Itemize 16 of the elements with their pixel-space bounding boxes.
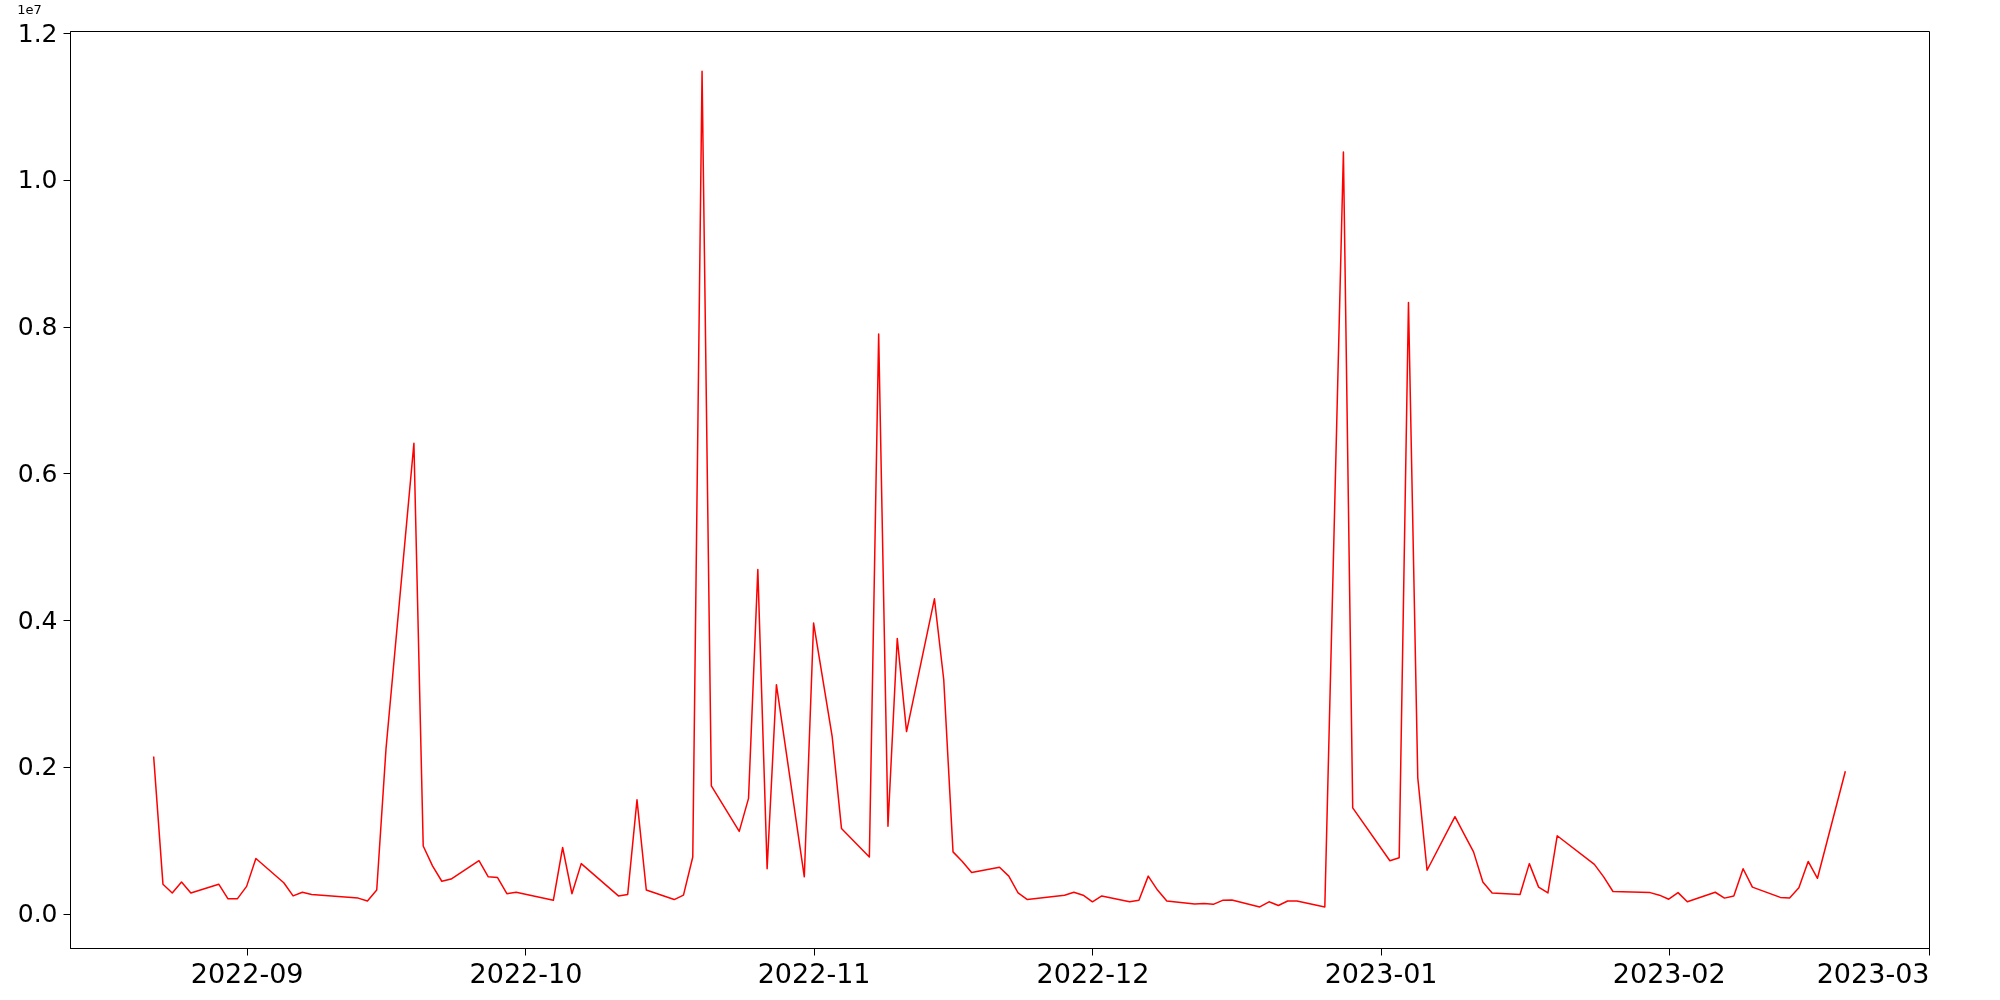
x-tick-label: 2023-03	[1816, 957, 1930, 989]
line-series	[152, 70, 1847, 908]
x-tick-label: 2022-10	[469, 957, 583, 989]
text: 1e7	[17, 2, 42, 18]
x-tick-label: 2023-02	[1612, 957, 1726, 989]
x-tick-label: 2022-09	[190, 957, 304, 989]
y-tick-label: 0.6	[17, 458, 58, 488]
y-tick-label: 0.0	[17, 899, 58, 929]
x-tick-label: 2023-01	[1324, 957, 1438, 989]
y-tick-label: 0.2	[17, 752, 58, 782]
y-tick-label: 1.2	[17, 18, 58, 48]
y-tick-label: 0.4	[17, 605, 58, 635]
x-tick-label: 2022-11	[757, 957, 871, 989]
x-tick-label: 2022-12	[1036, 957, 1150, 989]
y-tick-label: 0.8	[17, 312, 58, 342]
y-tick-label: 1.0	[17, 165, 58, 195]
